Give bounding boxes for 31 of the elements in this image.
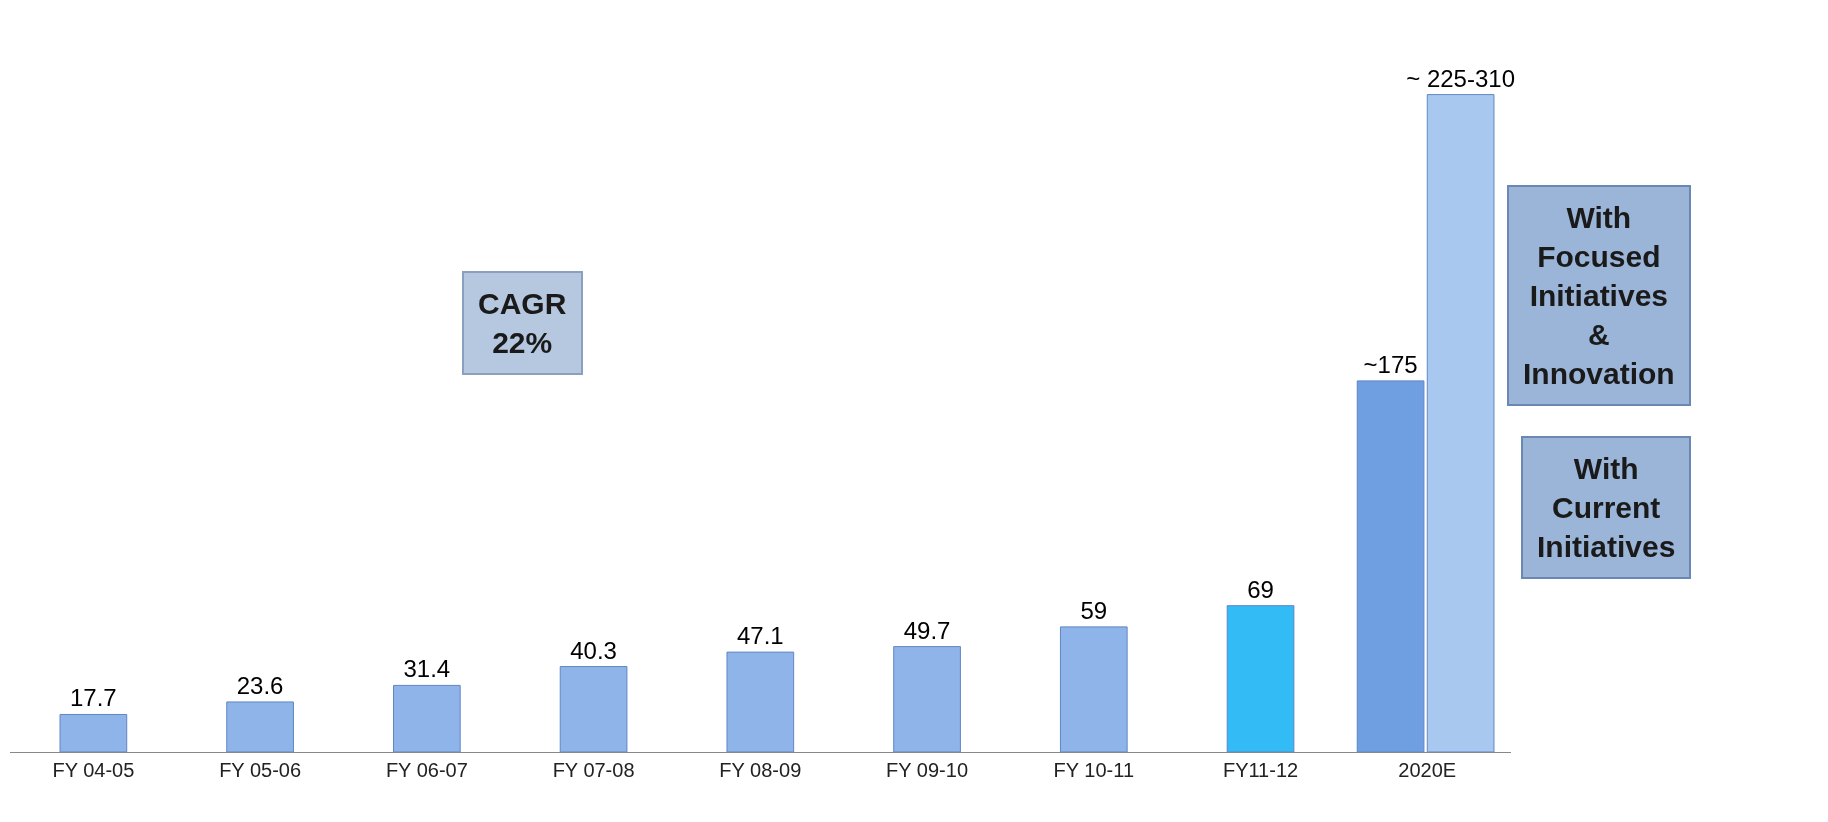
- data-label: 49.7: [903, 616, 951, 644]
- bar: [726, 651, 795, 752]
- x-tick-label: FY 08-09: [719, 759, 802, 781]
- bar: [59, 713, 128, 752]
- bar: [1226, 605, 1295, 752]
- bar: [559, 666, 628, 752]
- data-label: 23.6: [236, 671, 284, 699]
- x-tick-label: FY 07-08: [552, 759, 635, 781]
- x-tick-label: FY 09-10: [886, 759, 969, 781]
- x-tick-label: FY 05-06: [219, 759, 302, 781]
- data-label: 47.1: [736, 622, 784, 650]
- bar: [1059, 626, 1128, 752]
- x-tick-label: FY 06-07: [385, 759, 468, 781]
- bar: [1426, 94, 1495, 752]
- data-label: ~ 225-310: [1406, 64, 1515, 92]
- data-label: ~175: [1363, 350, 1418, 378]
- bar: [893, 646, 961, 752]
- data-label: 59: [1080, 596, 1108, 624]
- bar: [226, 701, 294, 752]
- bar: [393, 684, 461, 752]
- data-label: 31.4: [403, 655, 451, 683]
- text: With Current Initiatives: [1537, 452, 1676, 563]
- x-tick-label: 2020E: [1398, 759, 1457, 781]
- x-tick-label: FY 10-11: [1053, 759, 1135, 781]
- text: With Focused Initiatives & Innovation: [1523, 201, 1675, 390]
- x-tick-label: FY11-12: [1222, 759, 1299, 781]
- data-label: 69: [1247, 575, 1274, 603]
- x-tick-label: FY 04-05: [52, 759, 135, 781]
- data-label: 40.3: [570, 636, 617, 664]
- data-label: 17.7: [70, 684, 117, 712]
- annotation: CAGR 22%: [478, 287, 567, 359]
